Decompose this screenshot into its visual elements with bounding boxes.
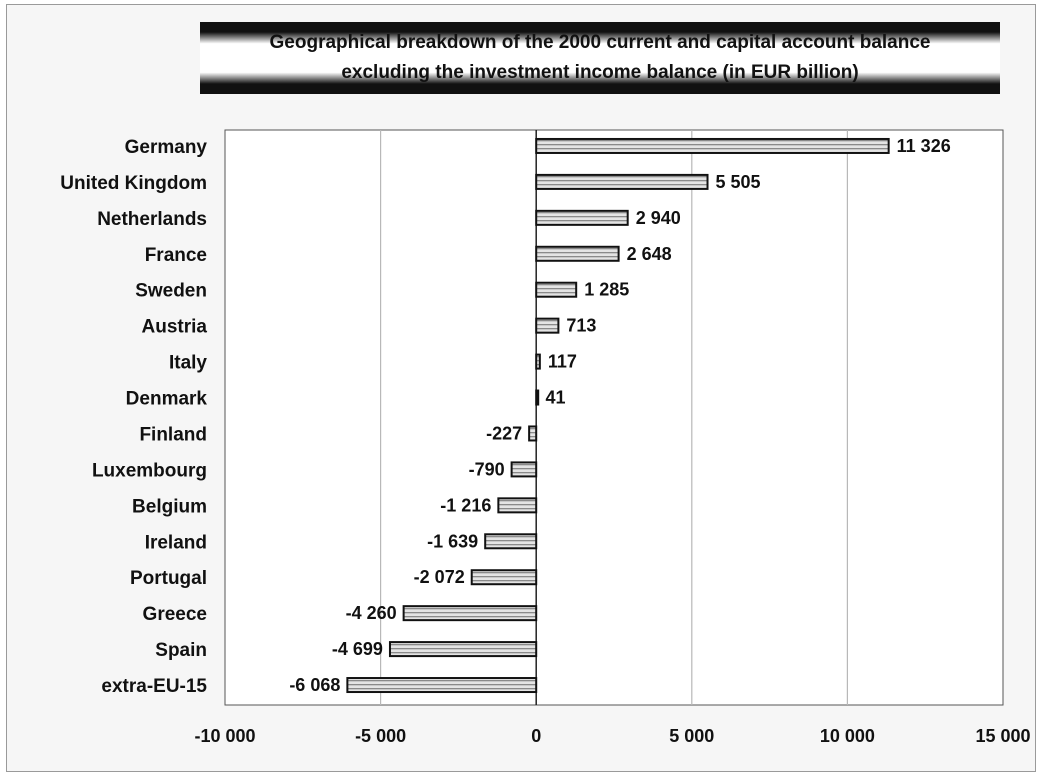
x-tick-label: -5 000 [355,726,406,746]
bar-value-label: -4 260 [346,603,397,623]
bar [535,281,578,298]
category-label: Portugal [130,568,207,589]
bar [497,497,538,514]
bar [535,173,709,190]
category-label: extra-EU-15 [101,676,207,697]
bar-value-label: -4 699 [332,639,383,659]
category-label: Finland [139,424,207,445]
x-tick-label: 5 000 [669,726,714,746]
category-label: Spain [155,640,207,661]
bar [535,389,540,406]
bar [535,137,890,154]
bar [388,641,538,658]
bar-value-label: -227 [486,423,522,443]
bar-value-label: 713 [566,316,596,336]
bar [535,209,629,226]
category-label: United Kingdom [60,173,207,194]
bar [346,677,538,694]
chart-title: Geographical breakdown of the 2000 curre… [200,22,1000,94]
category-label: Sweden [135,281,207,302]
bar-value-label: -1 216 [440,495,491,515]
bar-value-label: 2 940 [636,208,681,228]
category-label: Italy [169,353,207,374]
bar [402,605,538,622]
chart-title-line-1: Geographical breakdown of the 2000 curre… [269,32,931,53]
x-tick-label: -10 000 [194,726,255,746]
x-tick-label: 10 000 [820,726,875,746]
category-label: Austria [142,317,208,338]
bar [528,425,538,442]
chart-title-line-2: excluding the investment income balance … [341,62,859,83]
x-tick-label: 15 000 [975,726,1030,746]
category-label: Netherlands [97,209,207,230]
bar [484,533,538,550]
bar-value-label: 2 648 [627,244,672,264]
bar-value-label: 1 285 [584,280,629,300]
bar-value-label: -1 639 [427,531,478,551]
category-label: Belgium [132,496,207,517]
category-label: Germany [125,137,208,158]
category-label: Ireland [145,532,207,553]
bar-value-label: -2 072 [414,567,465,587]
bar [535,353,541,370]
bar-value-label: -790 [469,459,505,479]
category-label: Greece [143,604,207,625]
bar-value-label: 117 [548,352,577,372]
bar [470,569,538,586]
bar-value-label: 5 505 [716,172,761,192]
category-label: Luxembourg [92,460,207,481]
bar-value-label: 11 326 [897,136,951,156]
category-label: Denmark [126,389,208,410]
bar [535,317,560,334]
x-tick-label: 0 [531,726,541,746]
bar-value-label: -6 068 [289,675,340,695]
bar [535,245,620,262]
bar [510,461,538,478]
bar-value-label: 41 [545,388,565,408]
category-label: France [145,245,207,266]
